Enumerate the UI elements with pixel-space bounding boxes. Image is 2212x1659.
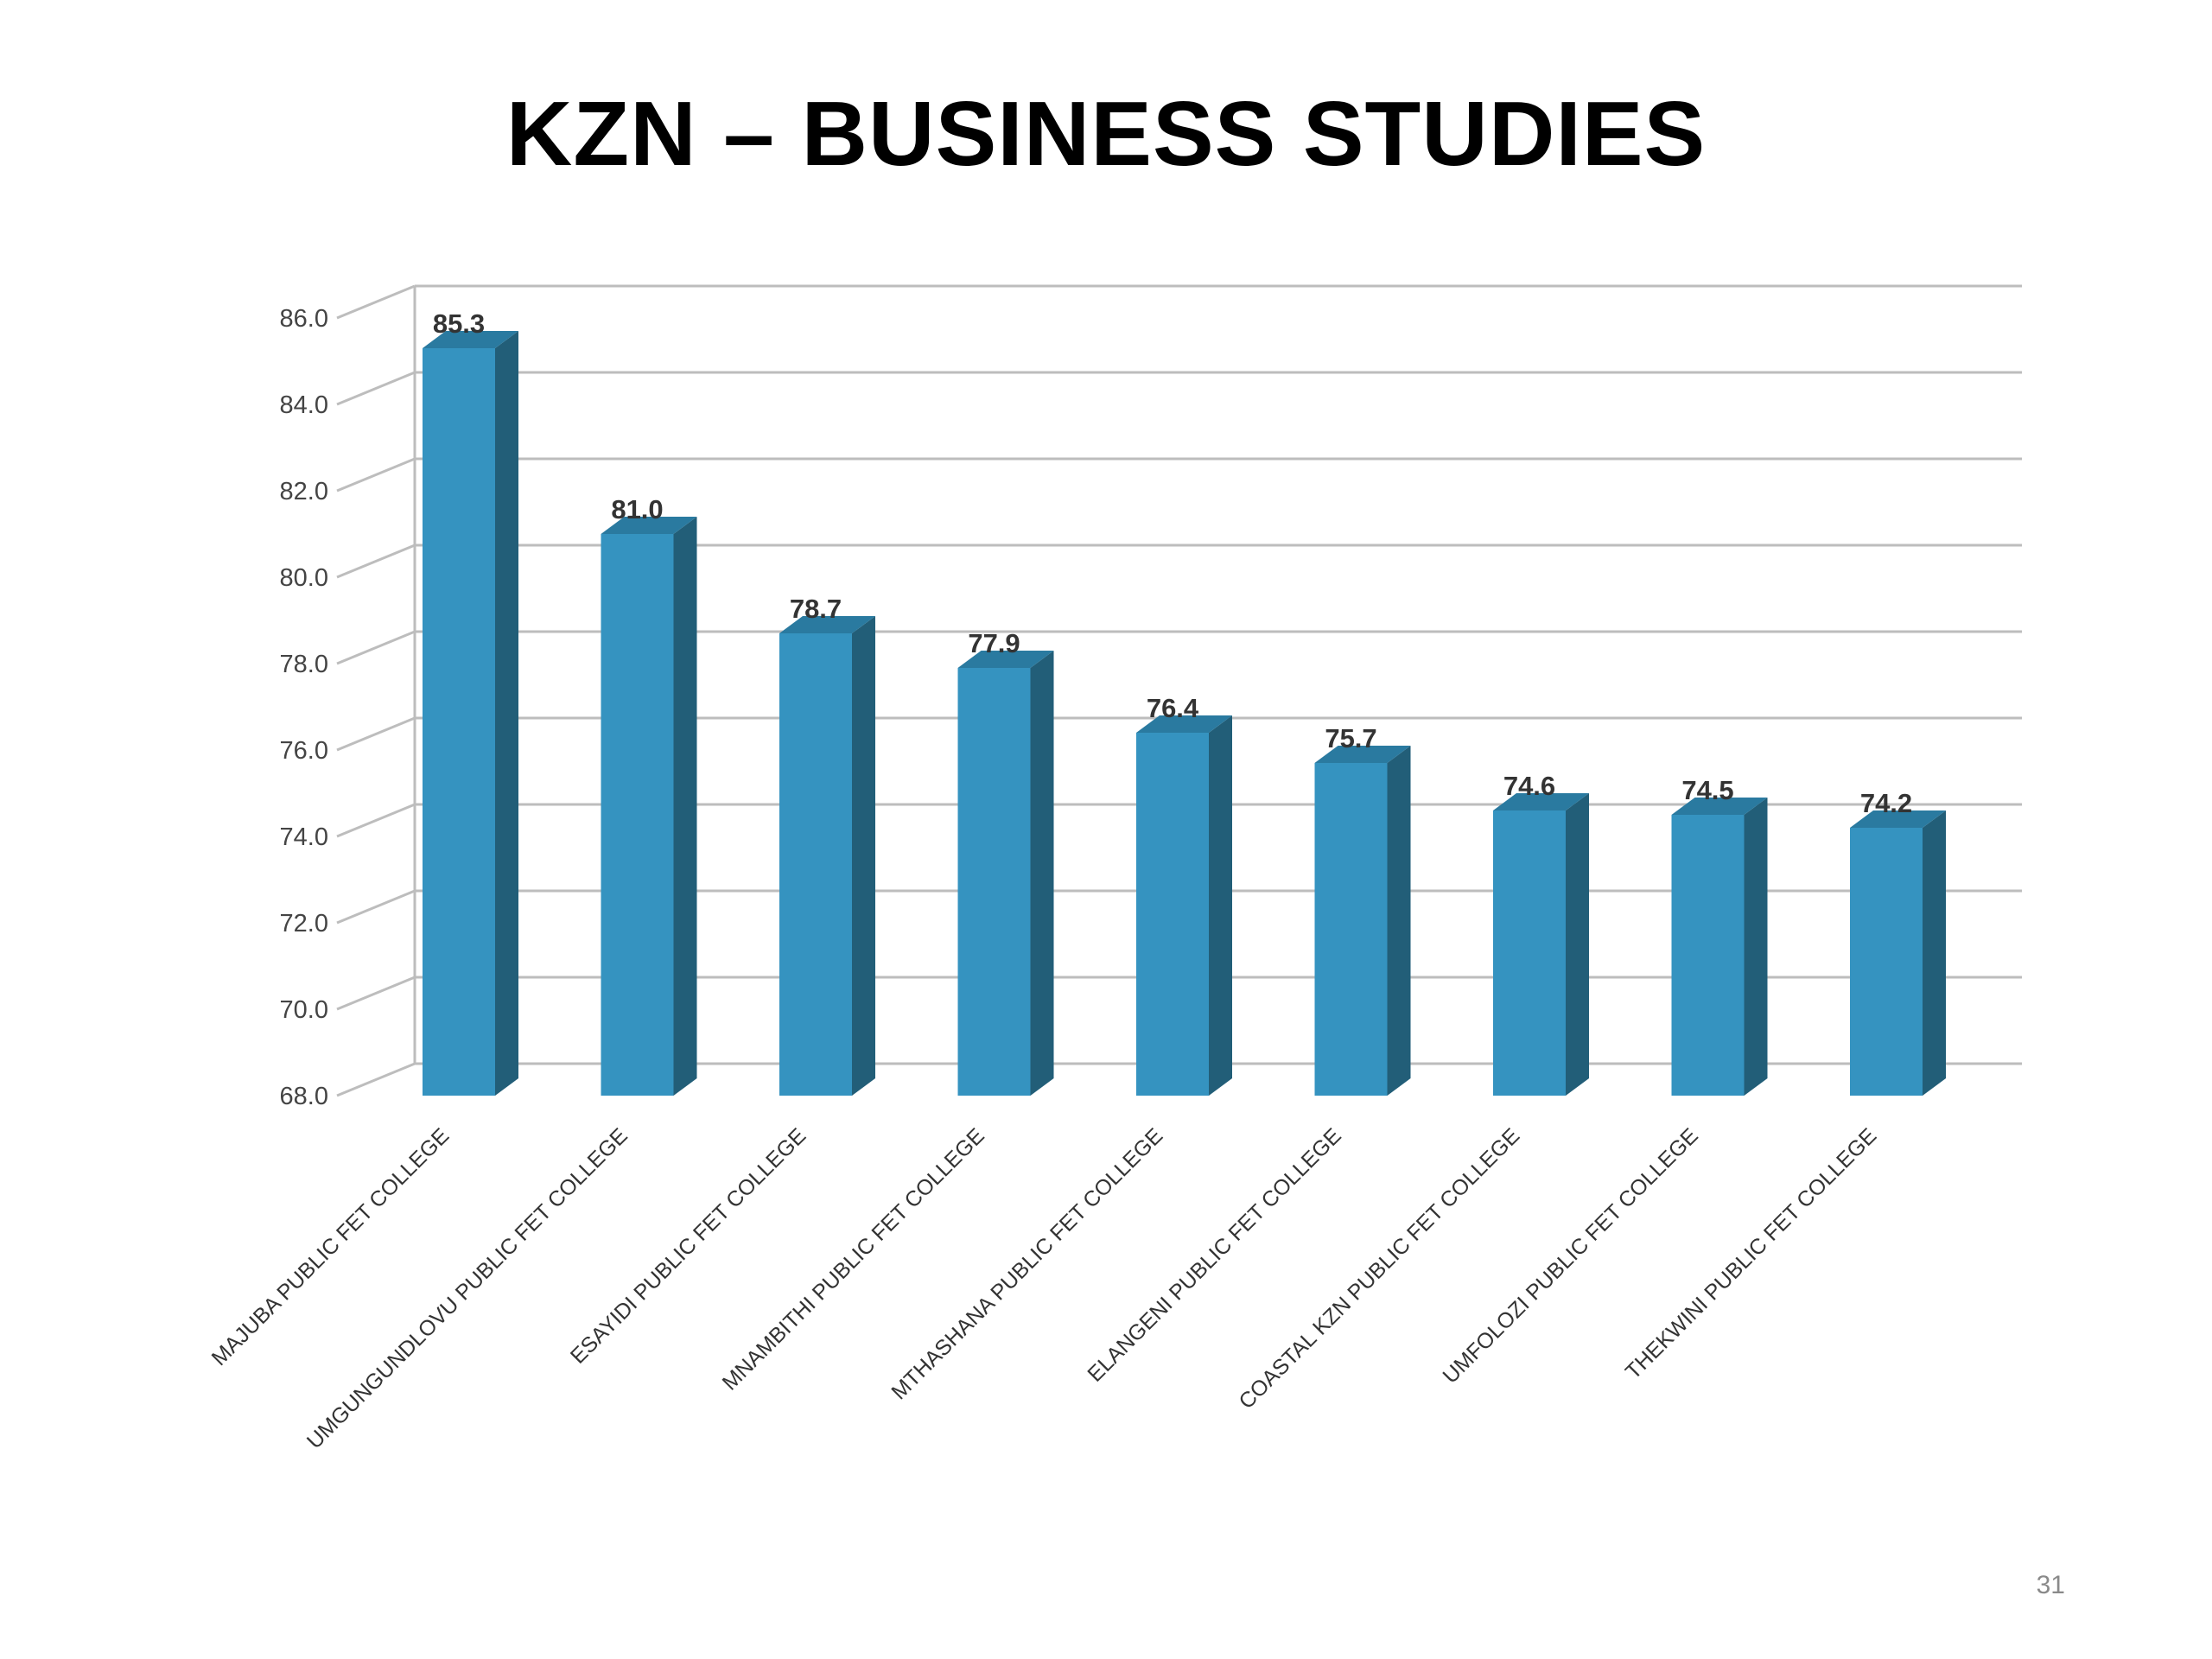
bar-side bbox=[1387, 746, 1411, 1096]
gridline-side bbox=[336, 889, 416, 925]
bar bbox=[1136, 715, 1232, 1096]
bar-side bbox=[852, 616, 875, 1096]
data-labels: 85.3 81.0 78.7 77.9 76.4 75.7 74.6 74.5 74.2 bbox=[433, 308, 1912, 818]
gridline-side bbox=[336, 630, 416, 665]
bar-front bbox=[1493, 810, 1566, 1096]
y-tick-label: 76.0 bbox=[280, 737, 328, 765]
bar-front bbox=[423, 348, 495, 1096]
bars bbox=[423, 331, 1946, 1096]
bar bbox=[1314, 746, 1411, 1096]
gridline-side bbox=[336, 371, 416, 406]
y-tick-label: 68.0 bbox=[280, 1083, 328, 1110]
bar bbox=[423, 331, 518, 1096]
bar-top bbox=[1493, 793, 1589, 810]
gridline-side bbox=[336, 716, 416, 752]
gridline-side bbox=[336, 1062, 416, 1097]
bar-top bbox=[1850, 810, 1946, 828]
bar bbox=[1850, 810, 1946, 1096]
bar-top bbox=[1136, 715, 1232, 733]
gridline-side bbox=[336, 976, 416, 1011]
bar-front bbox=[1671, 815, 1745, 1096]
y-tick-label: 84.0 bbox=[280, 391, 328, 419]
bar-top bbox=[423, 331, 518, 348]
bar-top bbox=[957, 651, 1054, 668]
bar-side bbox=[673, 517, 697, 1096]
bar-side bbox=[1030, 651, 1054, 1096]
bar-side bbox=[495, 331, 518, 1096]
gridline-side bbox=[336, 543, 416, 579]
bar bbox=[957, 651, 1054, 1096]
bar-side bbox=[1566, 793, 1589, 1096]
data-label: 74.2 bbox=[1860, 788, 1912, 818]
slide-title: KZN – BUSINESS STUDIES bbox=[505, 83, 1707, 185]
bar-side bbox=[1209, 715, 1232, 1096]
y-tick-label: 78.0 bbox=[280, 651, 328, 678]
data-label: 81.0 bbox=[611, 494, 663, 524]
y-tick-label: 72.0 bbox=[280, 910, 328, 938]
data-label: 74.5 bbox=[1681, 775, 1733, 805]
gridline-side bbox=[336, 457, 416, 493]
data-label: 78.7 bbox=[790, 594, 842, 624]
y-tick-label: 74.0 bbox=[280, 823, 328, 851]
data-label: 75.7 bbox=[1325, 723, 1376, 753]
y-tick-label: 80.0 bbox=[280, 564, 328, 592]
y-tick-label: 86.0 bbox=[280, 305, 328, 333]
bar-front bbox=[1314, 763, 1388, 1096]
bar-front bbox=[601, 534, 674, 1096]
bar-side bbox=[1923, 810, 1946, 1096]
bar-front bbox=[1136, 733, 1209, 1096]
bar-front bbox=[957, 668, 1031, 1096]
gridline-side bbox=[336, 284, 416, 320]
data-label: 76.4 bbox=[1147, 693, 1199, 723]
bar-top bbox=[779, 616, 875, 633]
bar bbox=[1671, 798, 1768, 1096]
bar-front bbox=[779, 633, 852, 1096]
bar-top bbox=[1314, 746, 1411, 763]
y-tick-label: 82.0 bbox=[280, 478, 328, 505]
gridline-side bbox=[336, 803, 416, 838]
data-label: 74.6 bbox=[1503, 771, 1555, 801]
bar bbox=[779, 616, 875, 1096]
bar-top bbox=[1671, 798, 1768, 815]
bar bbox=[1493, 793, 1589, 1096]
x-tick-label: UMGUNGUNDLOVU PUBLIC FET COLLEGE bbox=[302, 1123, 632, 1453]
bar-top bbox=[601, 517, 697, 534]
bar bbox=[601, 517, 697, 1096]
data-label: 77.9 bbox=[968, 628, 1020, 658]
y-axis-ticks: 68.0 70.0 72.0 74.0 76.0 78.0 80.0 82.0 84.0 86.0 bbox=[280, 305, 328, 1110]
bar-front bbox=[1850, 828, 1923, 1096]
bar-side bbox=[1744, 798, 1768, 1096]
data-label: 85.3 bbox=[433, 308, 485, 339]
page-number: 31 bbox=[2036, 1571, 2065, 1599]
y-tick-label: 70.0 bbox=[280, 996, 328, 1024]
x-tick-label: COASTAL KZN PUBLIC FET COLLEGE bbox=[1234, 1123, 1524, 1414]
